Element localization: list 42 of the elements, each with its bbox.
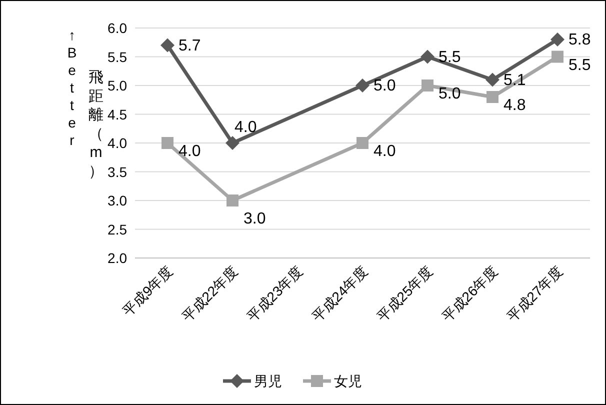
point bbox=[486, 91, 498, 103]
data-label: 5.8 bbox=[568, 32, 591, 48]
data-label: 5.7 bbox=[178, 37, 201, 54]
data-label: 3.0 bbox=[244, 210, 266, 228]
y-tick-label: 4.5 bbox=[108, 106, 128, 122]
point bbox=[420, 50, 434, 64]
data-label: 5.5 bbox=[568, 56, 591, 74]
y-tick-label: 3.0 bbox=[108, 192, 128, 208]
x-tick-label: 平成27年度 bbox=[504, 262, 566, 325]
legend-label: 女児 bbox=[334, 373, 362, 389]
y-axis-title: 飛距離（m） bbox=[88, 69, 104, 180]
data-label: 4.0 bbox=[234, 119, 257, 136]
x-tick-label: 平成22年度 bbox=[178, 262, 241, 325]
point bbox=[160, 38, 174, 52]
point bbox=[486, 72, 500, 87]
point bbox=[356, 137, 368, 149]
y-tick-label: 6.0 bbox=[108, 20, 128, 36]
y-tick-label: 5.0 bbox=[108, 78, 128, 94]
legend-label: 男児 bbox=[254, 373, 282, 389]
y-tick-label: 3.5 bbox=[108, 164, 128, 180]
data-label: 4.0 bbox=[178, 143, 201, 160]
point bbox=[162, 137, 174, 149]
point bbox=[356, 78, 370, 92]
y-tick-label: 2.5 bbox=[108, 221, 128, 238]
data-label: 4.8 bbox=[504, 97, 526, 114]
data-label: 5.0 bbox=[438, 86, 461, 102]
point bbox=[422, 80, 434, 92]
data-label: 5.5 bbox=[438, 48, 461, 66]
y-tick-label: 4.0 bbox=[108, 135, 128, 151]
data-label: 5.0 bbox=[374, 78, 396, 94]
text: ↑Better bbox=[67, 27, 77, 148]
x-tick-label: 平成23年度 bbox=[244, 262, 306, 325]
x-tick-label: 平成25年度 bbox=[374, 262, 436, 325]
point bbox=[226, 194, 238, 206]
x-tick-label: 平成24年度 bbox=[308, 262, 371, 325]
point bbox=[226, 136, 240, 150]
x-tick-label: 平成26年度 bbox=[438, 262, 501, 325]
data-label: 5.1 bbox=[504, 72, 526, 89]
point bbox=[550, 32, 564, 46]
data-label: 4.0 bbox=[374, 143, 396, 160]
y-tick-label: 5.5 bbox=[108, 48, 128, 65]
point bbox=[552, 50, 564, 63]
